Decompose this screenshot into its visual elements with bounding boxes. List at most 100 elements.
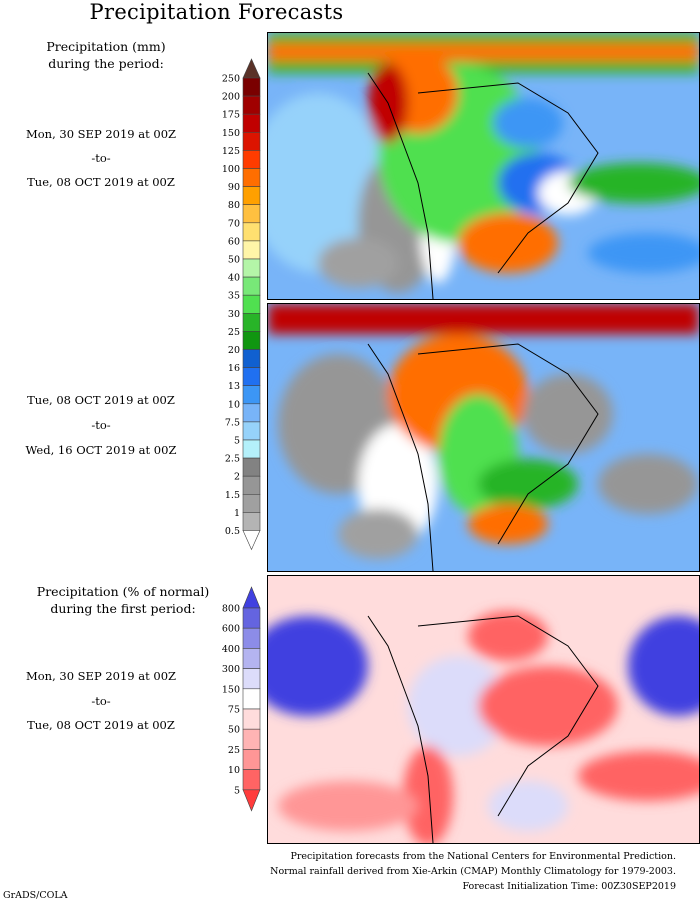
colorbar-cell	[242, 457, 261, 477]
colorbar-tick-label: 50	[228, 725, 240, 736]
colorbar-tick-label: 80	[228, 200, 240, 211]
colorbar-cell	[242, 367, 261, 387]
colorbar-tick-label: 2.5	[225, 454, 240, 465]
colorbar-tick-label: 40	[228, 273, 240, 284]
colorbar-cell	[242, 512, 261, 531]
panel3-start: Mon, 30 SEP 2019 at 00Z	[25, 669, 177, 683]
footer-line3: Forecast Initialization Time: 00Z30SEP20…	[462, 881, 676, 892]
colorbar-tick-label: 70	[228, 218, 240, 229]
map-period1-field	[268, 33, 699, 299]
panel3-sep: -to-	[91, 694, 111, 708]
panel2-sep: -to-	[91, 418, 111, 432]
colorbar-tick-label: 1	[234, 508, 240, 519]
panel2-start: Tue, 08 OCT 2019 at 00Z	[27, 393, 175, 407]
precip-mm-colorbar: 2502001751501251009080706050403530252016…	[222, 58, 261, 551]
colorbar-cell	[242, 313, 261, 332]
panel3-heading: Precipitation (% of normal) during the f…	[0, 583, 246, 617]
map-period2-field	[268, 304, 699, 571]
colorbar-tick-label: 30	[228, 309, 240, 320]
colorbar-tick-label: 7.5	[225, 417, 240, 428]
colorbar-tick-label: 150	[222, 684, 240, 695]
colorbar-cell	[242, 475, 261, 495]
colorbar-cell	[242, 349, 261, 368]
colorbar-tick-label: 125	[222, 146, 240, 157]
page-title: Precipitation Forecasts	[89, 0, 344, 24]
colorbar-cell	[242, 385, 261, 405]
colorbar-cell	[242, 113, 261, 133]
colorbar-tick-label: 50	[228, 255, 240, 266]
colorbar-cell	[242, 708, 261, 730]
map-percent-normal	[267, 575, 700, 844]
colorbar-tick-label: 0.5	[225, 526, 240, 537]
colorbar-cell	[242, 132, 261, 151]
panel3-heading-line2: during the first period:	[50, 601, 196, 616]
colorbar-tick-label: 13	[228, 381, 240, 392]
colorbar-tick-label: 800	[222, 604, 240, 615]
colorbar-cell	[242, 439, 261, 459]
footer-line1: Precipitation forecasts from the Nationa…	[290, 851, 677, 862]
colorbar-cell	[242, 294, 261, 314]
colorbar-cell	[242, 186, 261, 206]
footer-notes: Precipitation forecasts from the Nationa…	[270, 849, 676, 894]
colorbar-tick-label: 10	[228, 399, 240, 410]
colorbar-tick-label: 25	[228, 327, 240, 338]
colorbar-cell	[242, 728, 261, 750]
colorbar-tick-label: 2	[234, 472, 240, 483]
colorbar-tick-label: 175	[222, 110, 240, 121]
colorbar-cell	[242, 222, 261, 242]
colorbar-tick-label: 75	[228, 705, 240, 716]
colorbar-cell	[242, 204, 261, 224]
colorbar-tick-label: 35	[228, 291, 240, 302]
panel1-start: Mon, 30 SEP 2019 at 00Z	[25, 127, 177, 141]
panel1-heading: Precipitation (mm) during the period:	[0, 38, 212, 72]
colorbar-tick-label: 5	[234, 436, 240, 447]
colorbar-tick-label: 25	[228, 745, 240, 756]
panel1-heading-line1: Precipitation (mm)	[46, 39, 166, 54]
colorbar-tick-label: 90	[228, 182, 240, 193]
map-period2-mm	[267, 303, 700, 572]
colorbar-tick-label: 100	[222, 164, 240, 175]
precip-percent-colorbar: 800 600 400 300 150 75 50 25 10 5	[222, 586, 261, 812]
credit: GrADS/COLA	[3, 890, 68, 901]
colorbar-cell	[242, 749, 261, 770]
colorbar-cell	[242, 77, 261, 97]
colorbar-tick-label: 60	[228, 236, 240, 247]
colorbar-cell	[242, 240, 261, 260]
footer-line2: Normal rainfall derived from Xie-Arkin (…	[270, 866, 676, 877]
colorbar-under-arrow	[242, 789, 261, 812]
colorbar-tick-label: 300	[222, 664, 240, 675]
colorbar-cell	[242, 403, 261, 423]
colorbar-cell	[242, 627, 261, 649]
colorbar-tick-label: 1.5	[225, 490, 240, 501]
colorbar-cell	[242, 769, 261, 791]
colorbar-cell	[242, 493, 261, 513]
map-percent-field	[268, 576, 699, 843]
panel1-heading-line2: during the period:	[48, 56, 164, 71]
colorbar-cell	[242, 331, 261, 350]
colorbar-tick-label: 5	[234, 785, 240, 796]
map-period1-mm	[267, 32, 700, 300]
panel1-sep: -to-	[91, 151, 111, 165]
colorbar-tick-label: 400	[222, 644, 240, 655]
colorbar-under-arrow	[242, 530, 261, 551]
colorbar-cell	[242, 95, 261, 115]
colorbar-over-arrow	[242, 58, 261, 79]
panel1-end: Tue, 08 OCT 2019 at 00Z	[27, 175, 175, 189]
colorbar-tick-label: 250	[222, 74, 240, 85]
panel3-heading-line1: Precipitation (% of normal)	[36, 584, 210, 599]
colorbar-cell	[242, 688, 261, 710]
colorbar-cell	[242, 648, 261, 669]
colorbar-cell	[242, 168, 261, 187]
colorbar-cell	[242, 258, 261, 278]
colorbar-tick-label: 20	[228, 345, 240, 356]
colorbar-cell	[242, 668, 261, 690]
colorbar-tick-label: 200	[222, 92, 240, 103]
colorbar-cell	[242, 607, 261, 629]
colorbar-cell	[242, 150, 261, 169]
colorbar-tick-label: 150	[222, 128, 240, 139]
colorbar-tick-label: 10	[228, 765, 240, 776]
panel3-end: Tue, 08 OCT 2019 at 00Z	[27, 718, 175, 732]
colorbar-cell	[242, 421, 261, 441]
colorbar-tick-label: 600	[222, 624, 240, 635]
panel2-end: Wed, 16 OCT 2019 at 00Z	[25, 443, 177, 457]
